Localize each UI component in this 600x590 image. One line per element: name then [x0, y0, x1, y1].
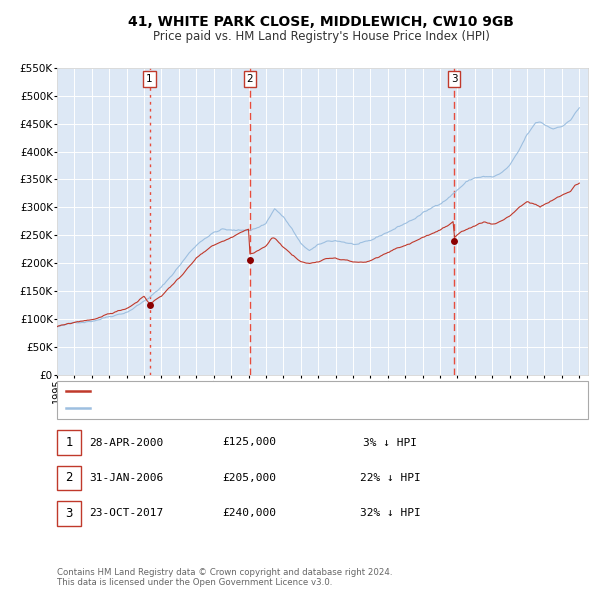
Text: 28-APR-2000: 28-APR-2000	[89, 438, 163, 447]
Text: 3: 3	[65, 507, 73, 520]
Text: 41, WHITE PARK CLOSE, MIDDLEWICH, CW10 9GB (detached house): 41, WHITE PARK CLOSE, MIDDLEWICH, CW10 9…	[96, 386, 449, 396]
Text: 3: 3	[451, 74, 457, 84]
Text: £240,000: £240,000	[222, 509, 276, 518]
Text: 1: 1	[65, 436, 73, 449]
Text: 31-JAN-2006: 31-JAN-2006	[89, 473, 163, 483]
Text: 41, WHITE PARK CLOSE, MIDDLEWICH, CW10 9GB: 41, WHITE PARK CLOSE, MIDDLEWICH, CW10 9…	[128, 15, 514, 30]
Text: Contains HM Land Registry data © Crown copyright and database right 2024.: Contains HM Land Registry data © Crown c…	[57, 568, 392, 577]
Text: 32% ↓ HPI: 32% ↓ HPI	[359, 509, 421, 518]
Text: 3% ↓ HPI: 3% ↓ HPI	[363, 438, 417, 447]
Text: This data is licensed under the Open Government Licence v3.0.: This data is licensed under the Open Gov…	[57, 578, 332, 588]
Text: 2: 2	[247, 74, 253, 84]
Text: £125,000: £125,000	[222, 438, 276, 447]
Text: £205,000: £205,000	[222, 473, 276, 483]
Text: Price paid vs. HM Land Registry's House Price Index (HPI): Price paid vs. HM Land Registry's House …	[152, 30, 490, 43]
Text: 23-OCT-2017: 23-OCT-2017	[89, 509, 163, 518]
Text: 1: 1	[146, 74, 153, 84]
Text: 22% ↓ HPI: 22% ↓ HPI	[359, 473, 421, 483]
Text: HPI: Average price, detached house, Cheshire East: HPI: Average price, detached house, Ches…	[96, 403, 361, 413]
Text: 2: 2	[65, 471, 73, 484]
